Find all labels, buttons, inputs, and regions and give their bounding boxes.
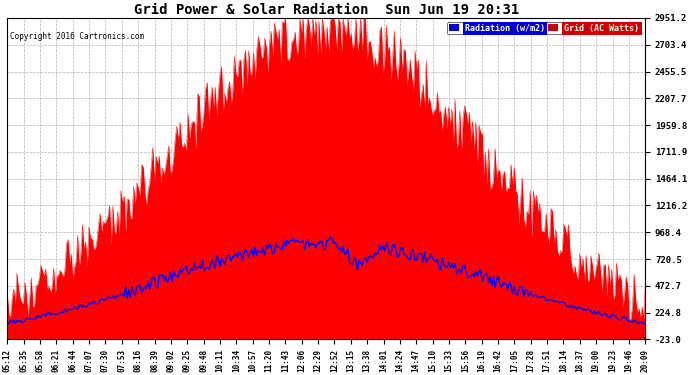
Text: Copyright 2016 Cartronics.com: Copyright 2016 Cartronics.com bbox=[10, 32, 145, 41]
Legend: Radiation (w/m2), Grid (AC Watts): Radiation (w/m2), Grid (AC Watts) bbox=[447, 22, 641, 34]
Title: Grid Power & Solar Radiation  Sun Jun 19 20:31: Grid Power & Solar Radiation Sun Jun 19 … bbox=[134, 3, 519, 17]
